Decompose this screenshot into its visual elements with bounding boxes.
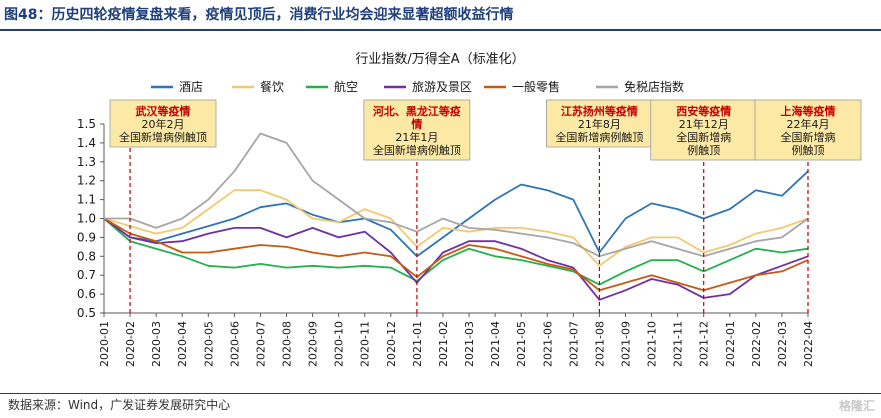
x-tick-label: 2020-12 [385,321,398,367]
x-tick-label: 2020-04 [176,321,189,367]
annotation-text: 江苏扬州等疫情 [561,104,638,118]
x-tick-label: 2021-10 [646,321,659,367]
y-tick-label: 0.8 [77,249,96,263]
x-tick-label: 2021-07 [567,321,580,367]
x-tick-label: 2020-10 [333,321,346,367]
y-tick-label: 0.6 [77,287,96,301]
legend-label: 航空 [334,79,358,94]
legend-label: 一般零售 [512,79,560,94]
figure-title: 图48：历史四轮疫情复盘来看，疫情见顶后，消费行业均会迎来显著超额收益行情 [4,7,514,23]
series-line [103,170,809,258]
x-tick-label: 2022-04 [802,321,815,367]
x-tick-label: 2020-02 [124,321,137,367]
annotation-box [363,99,471,161]
x-tick-label: 2021-04 [489,321,502,367]
annotation-text: 21年8月 [578,117,621,131]
x-tick-label: 2020-06 [228,321,241,367]
y-tick-label: 0.5 [77,306,96,320]
annotation-text: 西安等疫情 [676,104,731,118]
watermark-logo: 格隆汇 [838,399,875,413]
annotation-text: 21年1月 [395,130,438,144]
annotation-text: 20年2月 [142,117,185,131]
title-divider [0,29,881,31]
legend-item: 餐饮 [232,79,284,94]
annotation-text: 河北、黑龙江等疫 [373,104,461,118]
annotation-box [109,99,217,148]
x-tick-label: 2020-11 [359,321,372,367]
annotation-text: 全国新增病例触顶 [119,130,207,144]
x-tick-label: 2021-03 [463,321,476,367]
legend-item: 免税店指数 [596,79,684,94]
x-tick-label: 2021-05 [515,321,528,367]
series-line [103,189,809,267]
x-tick-label: 2021-02 [437,321,450,367]
x-tick-label: 2022-02 [750,321,763,367]
source-note: 数据来源：Wind，广发证券发展研究中心 [8,398,231,412]
x-tick-label: 2021-12 [698,321,711,367]
annotation-text: 武汉等疫情 [136,104,191,118]
legend-label: 酒店 [179,80,203,94]
annotation-box [650,99,758,161]
y-tick-label: 0.9 [77,230,96,244]
legend-item: 酒店 [151,80,203,94]
x-tick-label: 2022-01 [724,321,737,367]
annotation-text: 22年4月 [787,117,830,131]
x-tick-label: 2020-08 [281,321,294,367]
series-line [104,132,809,258]
y-tick-label: 1.1 [77,193,96,207]
x-tick-label: 2022-03 [776,321,789,367]
series-line [103,217,809,292]
chart-title: 行业指数/万得全A（标准化） [355,51,524,67]
y-tick-label: 1.5 [77,117,96,131]
y-tick-label: 0.7 [77,268,96,282]
y-tick-label: 1.2 [77,174,96,188]
annotation-box [754,99,862,161]
x-tick-label: 2020-07 [254,321,267,367]
y-tick-label: 1.3 [77,155,96,169]
x-tick-label: 2021-08 [593,321,606,367]
series-line [103,217,809,286]
legend-label: 免税店指数 [624,79,684,94]
x-tick-label: 2020-03 [150,321,163,367]
y-tick-label: 1.4 [77,136,96,150]
legend-label: 餐饮 [260,79,284,94]
annotation-text: 例触顶 [792,143,825,157]
legend-item: 旅游及景区 [384,80,472,94]
legend-item: 一般零售 [484,79,560,94]
source-divider [0,393,881,394]
annotation-text: 全国新增病例触顶 [555,130,643,144]
x-tick-label: 2020-05 [202,321,215,367]
annotation-text: 全国新增病 [676,130,731,144]
x-tick-label: 2021-09 [619,321,632,367]
annotation-box [546,99,653,148]
x-tick-label: 2021-11 [672,321,685,367]
x-tick-label: 2020-01 [98,321,111,367]
annotation-text: 全国新增病 [781,130,836,144]
annotation-text: 例触顶 [687,143,720,157]
series-line [103,217,809,301]
annotation-text: 全国新增病例触顶 [373,143,461,157]
annotation-text: 情 [411,117,422,131]
x-tick-label: 2021-01 [411,321,424,367]
annotation-text: 21年12月 [679,117,729,131]
legend-item: 航空 [306,79,358,94]
legend-label: 旅游及景区 [412,80,472,94]
annotation-text: 上海等疫情 [781,104,836,118]
x-tick-label: 2021-06 [541,321,554,367]
x-tick-label: 2020-09 [307,321,320,367]
y-tick-label: 1.0 [77,212,96,226]
